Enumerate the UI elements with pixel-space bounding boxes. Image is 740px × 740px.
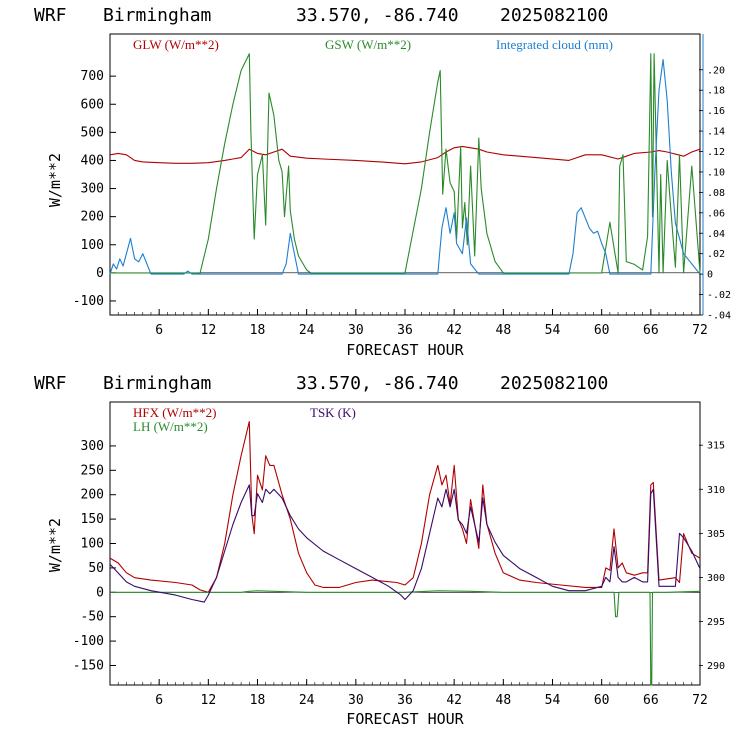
y-tick-label: 200 bbox=[81, 210, 104, 225]
y-tick-label: 200 bbox=[81, 488, 104, 503]
x-tick-label: 12 bbox=[201, 323, 217, 338]
x-tick-label: 30 bbox=[348, 693, 364, 708]
panel-top-coords: 33.570, -86.740 bbox=[296, 5, 459, 26]
y2-tick-label: .18 bbox=[707, 86, 725, 97]
panel-top-y2-ticks: .20 .18 .16 .14 .12 .10 .08 .06 .04 .02 0 -.02 -.04 bbox=[699, 65, 731, 322]
y-tick-label: -100 bbox=[73, 634, 104, 649]
series-line-tsk bbox=[109, 484, 701, 603]
y2-tick-label: 290 bbox=[707, 661, 725, 672]
y-tick-label: -150 bbox=[73, 658, 104, 673]
y-tick-label: 100 bbox=[81, 238, 104, 253]
y-tick-label: 50 bbox=[88, 561, 104, 576]
y-tick-label: 700 bbox=[81, 69, 104, 84]
y-tick-label: 250 bbox=[81, 463, 104, 478]
y2-tick-label: .10 bbox=[707, 167, 725, 178]
y2-tick-label: .06 bbox=[707, 208, 725, 219]
panel-bottom-x-ticks: 6 12 18 24 30 36 42 48 54 60 66 72 bbox=[117, 679, 708, 708]
series-line-integrated bbox=[109, 58, 701, 275]
panel-bottom-y-ticks: -150 -100 -50 0 50 100 150 200 250 300 bbox=[73, 439, 116, 673]
panel-bottom-x-axis-label: FORECAST HOUR bbox=[346, 710, 464, 728]
y2-tick-label: 295 bbox=[707, 617, 725, 628]
y-tick-label: 150 bbox=[81, 512, 104, 527]
y2-tick-label: .14 bbox=[707, 127, 725, 138]
y-tick-label: -100 bbox=[73, 294, 104, 309]
y-tick-label: 300 bbox=[81, 439, 104, 454]
x-tick-label: 30 bbox=[348, 323, 364, 338]
y2-tick-label: .12 bbox=[707, 147, 725, 158]
x-tick-label: 60 bbox=[594, 323, 610, 338]
series-line-hfx bbox=[109, 420, 701, 593]
panel-top: WRF Birmingham 33.570, -86.740 202508210… bbox=[34, 5, 731, 359]
panel-bottom-coords: 33.570, -86.740 bbox=[296, 373, 459, 394]
panel-top-y-axis-label: W/m**2 bbox=[46, 153, 64, 207]
x-tick-label: 42 bbox=[446, 323, 462, 338]
panel-top-legend-gsw: GSW (W/m**2) bbox=[325, 37, 411, 52]
y-tick-label: 100 bbox=[81, 537, 104, 552]
y2-tick-label: -.02 bbox=[707, 290, 731, 301]
x-tick-label: 36 bbox=[397, 323, 413, 338]
y2-tick-label: -.04 bbox=[707, 311, 731, 322]
panel-top-series bbox=[109, 53, 701, 275]
y2-tick-label: 305 bbox=[707, 529, 725, 540]
panel-top-site: Birmingham bbox=[103, 5, 211, 26]
x-tick-label: 48 bbox=[496, 323, 512, 338]
series-line-lh bbox=[110, 590, 701, 686]
panel-top-y-ticks: -100 0 100 200 300 400 500 600 700 bbox=[73, 69, 116, 309]
y-tick-label: -50 bbox=[81, 610, 104, 625]
panel-bottom-model: WRF bbox=[34, 373, 67, 394]
x-tick-label: 18 bbox=[250, 693, 266, 708]
panel-bottom-legend-tsk: TSK (K) bbox=[310, 405, 356, 420]
x-tick-label: 24 bbox=[299, 693, 315, 708]
x-tick-label: 6 bbox=[155, 323, 163, 338]
y-tick-label: 0 bbox=[96, 585, 104, 600]
y2-tick-label: 315 bbox=[707, 441, 725, 452]
x-tick-label: 48 bbox=[496, 693, 512, 708]
panel-bottom-plot-frame bbox=[109, 401, 701, 686]
x-tick-label: 72 bbox=[692, 323, 708, 338]
y-tick-label: 400 bbox=[81, 153, 104, 168]
x-tick-label: 66 bbox=[643, 693, 659, 708]
panel-top-run: 2025082100 bbox=[500, 5, 608, 26]
x-tick-label: 66 bbox=[643, 323, 659, 338]
y2-tick-label: 0 bbox=[707, 270, 713, 281]
y2-tick-label: 300 bbox=[707, 573, 725, 584]
panel-top-model: WRF bbox=[34, 5, 67, 26]
panel-top-legend-glw: GLW (W/m**2) bbox=[133, 37, 219, 52]
panel-bottom-series bbox=[109, 420, 701, 686]
panel-bottom-y-axis-label: W/m**2 bbox=[46, 518, 64, 572]
y2-tick-label: 310 bbox=[707, 485, 725, 496]
x-tick-label: 18 bbox=[250, 323, 266, 338]
panel-bottom-legend-lh: LH (W/m**2) bbox=[133, 419, 208, 434]
x-tick-label: 24 bbox=[299, 323, 315, 338]
x-tick-label: 6 bbox=[155, 693, 163, 708]
panel-top-x-axis-label: FORECAST HOUR bbox=[346, 341, 464, 359]
y-tick-label: 300 bbox=[81, 182, 104, 197]
x-tick-label: 12 bbox=[201, 693, 217, 708]
x-tick-label: 60 bbox=[594, 693, 610, 708]
panel-bottom-site: Birmingham bbox=[103, 373, 211, 394]
y2-tick-label: .16 bbox=[707, 106, 725, 117]
series-line-glw bbox=[109, 145, 701, 165]
x-tick-label: 36 bbox=[397, 693, 413, 708]
panel-top-legend-cloud: Integrated cloud (mm) bbox=[496, 37, 613, 52]
y-tick-label: 600 bbox=[81, 97, 104, 112]
panel-top-x-ticks: 6 12 18 24 30 36 42 48 54 60 66 72 bbox=[117, 309, 708, 338]
panel-bottom-y2-ticks: 290 295 300 305 310 315 bbox=[699, 441, 725, 672]
x-tick-label: 42 bbox=[446, 693, 462, 708]
x-tick-label: 54 bbox=[545, 693, 561, 708]
y2-tick-label: .02 bbox=[707, 249, 725, 260]
y2-tick-label: .04 bbox=[707, 229, 725, 240]
panel-bottom-run: 2025082100 bbox=[500, 373, 608, 394]
y-tick-label: 500 bbox=[81, 125, 104, 140]
x-tick-label: 72 bbox=[692, 693, 708, 708]
y2-tick-label: .08 bbox=[707, 188, 725, 199]
y2-tick-label: .20 bbox=[707, 65, 725, 76]
x-tick-label: 54 bbox=[545, 323, 561, 338]
panel-bottom: WRF Birmingham 33.570, -86.740 202508210… bbox=[34, 373, 725, 728]
y-tick-label: 0 bbox=[96, 266, 104, 281]
panel-bottom-legend-hfx: HFX (W/m**2) bbox=[133, 405, 216, 420]
